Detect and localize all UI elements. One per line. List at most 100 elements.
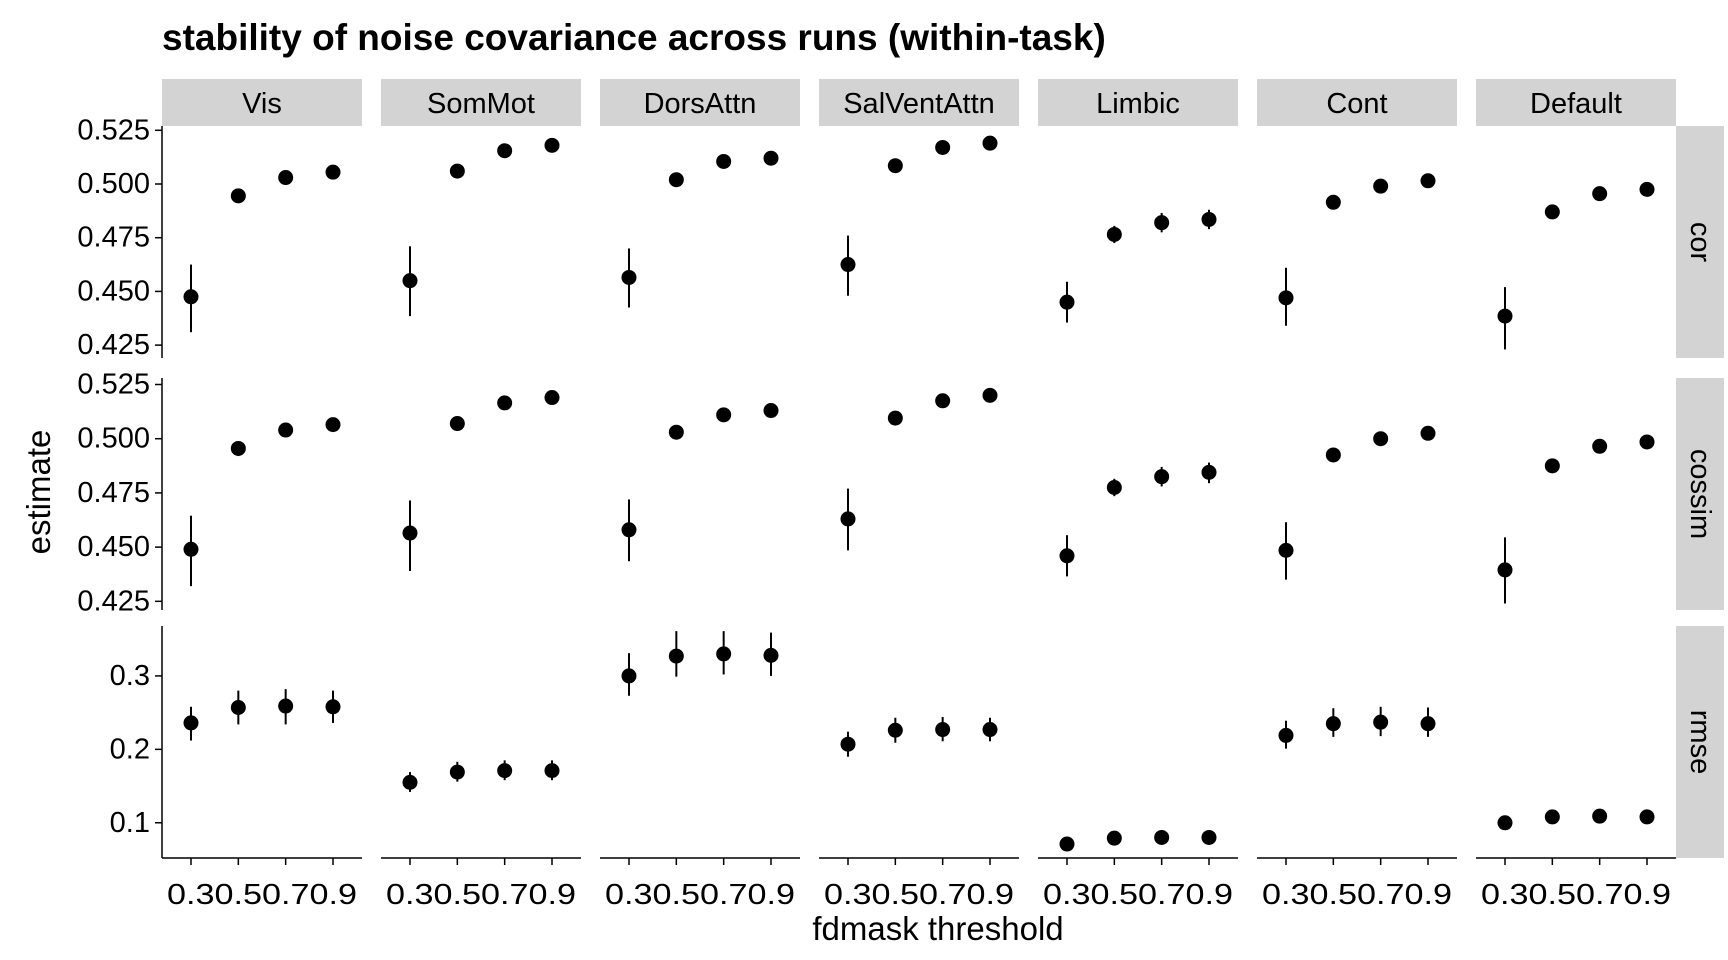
data-point bbox=[1201, 829, 1217, 845]
facet-label: SomMot bbox=[427, 88, 535, 120]
data-point bbox=[1201, 464, 1217, 480]
data-point bbox=[716, 646, 732, 662]
data-point bbox=[887, 158, 903, 174]
data-point bbox=[1059, 294, 1075, 310]
data-point bbox=[278, 422, 294, 438]
data-point bbox=[887, 410, 903, 426]
data-point bbox=[1373, 431, 1389, 447]
facet-label: Default bbox=[1530, 88, 1622, 120]
data-point bbox=[497, 395, 513, 411]
data-point bbox=[449, 163, 465, 179]
y-axis-title: estimate bbox=[20, 430, 57, 555]
chart-title: stability of noise covariance across run… bbox=[162, 17, 1106, 58]
y-tick-label: 0.1 bbox=[110, 807, 150, 839]
data-point bbox=[1373, 178, 1389, 194]
row-strip-rmse bbox=[1676, 626, 1724, 858]
data-point bbox=[1106, 479, 1122, 495]
data-point bbox=[1154, 829, 1170, 845]
data-point bbox=[1154, 469, 1170, 485]
data-point bbox=[935, 393, 951, 409]
data-point bbox=[1420, 173, 1436, 189]
data-point bbox=[668, 424, 684, 440]
data-point bbox=[1592, 808, 1608, 824]
data-point bbox=[621, 269, 637, 285]
y-tick-label: 0.525 bbox=[77, 114, 150, 146]
data-point bbox=[840, 736, 856, 752]
data-point bbox=[982, 135, 998, 151]
data-point bbox=[1497, 815, 1513, 831]
data-point bbox=[1106, 830, 1122, 846]
x-tick-labels: 0.30.50.70.9 bbox=[605, 879, 795, 911]
data-point bbox=[1154, 215, 1170, 231]
facet-strip-limbic bbox=[1038, 79, 1238, 126]
data-point bbox=[230, 440, 246, 456]
data-point bbox=[1420, 716, 1436, 732]
y-tick-label: 0.475 bbox=[77, 477, 150, 509]
row-label: cossim bbox=[1684, 449, 1716, 539]
x-axis-title: fdmask threshold bbox=[812, 910, 1063, 947]
y-tick-label: 0.500 bbox=[77, 423, 150, 455]
data-point bbox=[402, 525, 418, 541]
x-tick-labels: 0.30.50.70.9 bbox=[1043, 879, 1233, 911]
y-tick-label: 0.500 bbox=[77, 168, 150, 200]
data-point bbox=[935, 139, 951, 155]
row-label: cor bbox=[1684, 222, 1716, 263]
data-point bbox=[497, 763, 513, 779]
data-point bbox=[621, 668, 637, 684]
data-point bbox=[278, 170, 294, 186]
data-point bbox=[1278, 290, 1294, 306]
data-point bbox=[325, 417, 341, 433]
data-point bbox=[183, 289, 199, 305]
y-tick-label: 0.425 bbox=[77, 585, 150, 617]
data-point bbox=[402, 774, 418, 790]
data-point bbox=[668, 648, 684, 664]
data-point bbox=[1325, 194, 1341, 210]
y-tick-label: 0.450 bbox=[77, 275, 150, 307]
y-tick-label: 0.2 bbox=[110, 733, 150, 765]
data-point bbox=[982, 387, 998, 403]
row-strip-cossim bbox=[1676, 378, 1724, 610]
data-point bbox=[1592, 186, 1608, 202]
facet-strip-default bbox=[1476, 79, 1676, 126]
data-point bbox=[544, 763, 560, 779]
y-tick-label: 0.475 bbox=[77, 222, 150, 254]
x-tick-labels: 0.30.50.70.9 bbox=[824, 879, 1014, 911]
data-point bbox=[621, 522, 637, 538]
x-tick-labels: 0.30.50.70.9 bbox=[1262, 879, 1452, 911]
data-point bbox=[763, 647, 779, 663]
row-label: rmse bbox=[1684, 710, 1716, 774]
data-point bbox=[716, 153, 732, 169]
data-point bbox=[1544, 204, 1560, 220]
data-point bbox=[982, 722, 998, 738]
data-point bbox=[183, 715, 199, 731]
facet-grid: Vis SomMot DorsAttn SalVentAttn Limbic Cont De… bbox=[77, 79, 1724, 911]
data-point bbox=[1639, 434, 1655, 450]
data-point bbox=[183, 541, 199, 557]
data-point bbox=[449, 416, 465, 432]
facet-label: Cont bbox=[1326, 88, 1387, 120]
data-point bbox=[1544, 809, 1560, 825]
data-point bbox=[716, 407, 732, 423]
row-strip-cor bbox=[1676, 126, 1724, 358]
data-point bbox=[497, 143, 513, 159]
y-tick-label: 0.450 bbox=[77, 531, 150, 563]
data-point bbox=[1325, 716, 1341, 732]
data-point bbox=[1059, 836, 1075, 852]
data-point bbox=[1592, 438, 1608, 454]
data-point bbox=[449, 764, 465, 780]
data-point bbox=[1639, 809, 1655, 825]
data-point bbox=[278, 698, 294, 714]
facet-strip-dorsattn bbox=[600, 79, 800, 126]
data-point bbox=[1544, 458, 1560, 474]
data-point bbox=[1639, 181, 1655, 197]
data-point bbox=[1373, 714, 1389, 730]
data-point bbox=[763, 150, 779, 166]
x-tick-labels: 0.30.50.70.9 bbox=[1481, 879, 1671, 911]
data-point bbox=[668, 172, 684, 188]
data-point bbox=[1325, 447, 1341, 463]
data-point bbox=[1059, 548, 1075, 564]
data-point bbox=[544, 137, 560, 153]
y-tick-label: 0.425 bbox=[77, 329, 150, 361]
data-point bbox=[840, 257, 856, 273]
